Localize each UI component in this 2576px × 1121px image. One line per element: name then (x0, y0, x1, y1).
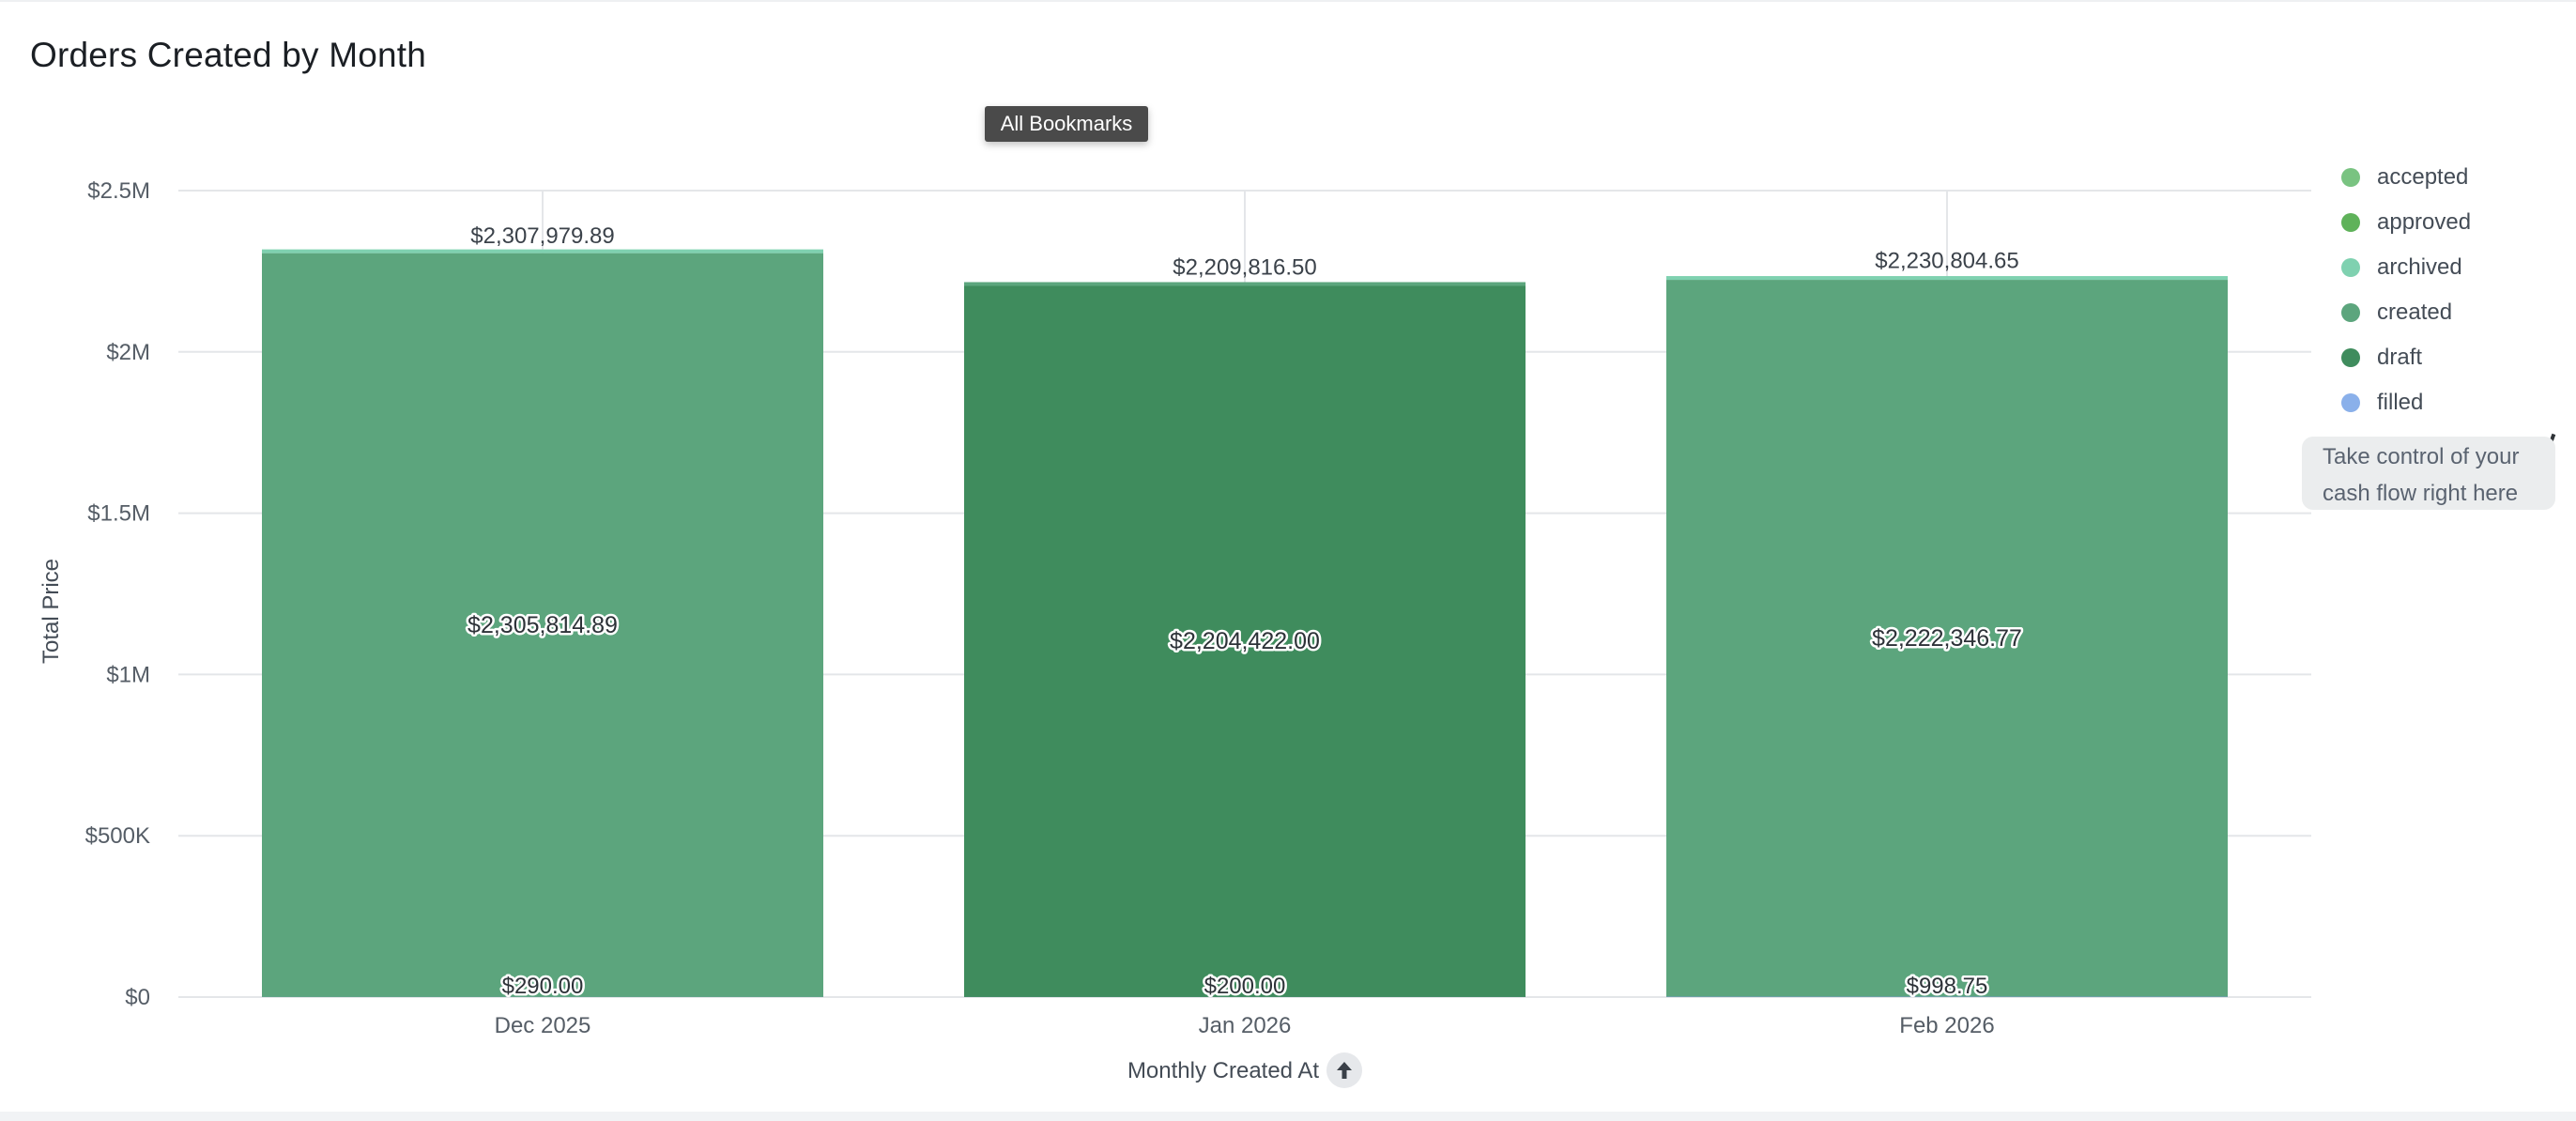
x-tick-label: Dec 2025 (495, 1013, 591, 1038)
legend-swatch (2341, 258, 2360, 277)
y-tick-label: $1M (106, 662, 150, 687)
bar-segment (1666, 280, 2228, 997)
legend-label: accepted (2377, 164, 2469, 190)
y-tick-label: $0 (125, 985, 150, 1010)
chart-title: Orders Created by Month (30, 36, 427, 74)
bar-segment (262, 253, 823, 997)
all-bookmarks-tooltip: All Bookmarks (985, 106, 1148, 142)
y-tick-label: $500K (85, 823, 150, 849)
bar-segment (964, 285, 1526, 997)
y-tick-label: $2.5M (87, 178, 150, 204)
y-axis-title: Total Price (38, 559, 64, 664)
segment-label: $2,305,814.89 (468, 612, 618, 638)
legend-label: archived (2377, 254, 2462, 280)
legend-swatch (2341, 348, 2360, 367)
legend-swatch (2341, 213, 2360, 232)
x-tick-label: Feb 2026 (1899, 1013, 1994, 1038)
legend-item-archived[interactable]: archived (2341, 245, 2471, 290)
arrow-up-icon (1337, 1062, 1352, 1079)
bar-segment (964, 282, 1526, 286)
cashflow-tooltip: Take control of your cash flow right her… (2302, 437, 2555, 510)
x-tick-label: Jan 2026 (1199, 1013, 1292, 1038)
y-tick-label: $1.5M (87, 501, 150, 527)
legend-label: draft (2377, 345, 2423, 370)
legend-swatch (2341, 303, 2360, 322)
bottom-segment-label: $998.75 (1907, 974, 1988, 999)
legend-label: created (2377, 299, 2453, 325)
total-label: $2,230,804.65 (1875, 248, 2018, 273)
bottom-segment-label: $290.00 (502, 974, 584, 999)
legend-item-created[interactable]: created (2341, 290, 2471, 335)
legend-swatch (2341, 168, 2360, 187)
card-bottom-border (0, 1112, 2576, 1121)
sort-button[interactable] (1326, 1052, 1362, 1088)
total-label: $2,209,816.50 (1173, 255, 1316, 281)
legend-item-accepted[interactable]: accepted (2341, 155, 2471, 200)
bar-segment (1666, 276, 2228, 281)
x-axis-title: Monthly Created At (1127, 1058, 1319, 1083)
legend-label: approved (2377, 209, 2472, 235)
y-tick-label: $2M (106, 340, 150, 365)
legend-swatch (2341, 393, 2360, 412)
segment-label: $2,222,346.77 (1872, 625, 2022, 652)
legend-item-filled[interactable]: filled (2341, 380, 2471, 425)
bar-segment (262, 249, 823, 253)
total-label: $2,307,979.89 (470, 223, 614, 249)
cashflow-tooltip-line-1: Take control of your (2323, 444, 2520, 469)
cashflow-tooltip-line-2: cash flow right here (2323, 481, 2519, 506)
legend-label: filled (2377, 390, 2424, 415)
bottom-segment-label: $200.00 (1204, 974, 1286, 999)
segment-label: $2,204,422.00 (1170, 628, 1320, 654)
legend-item-draft[interactable]: draft (2341, 335, 2471, 380)
legend-item-approved[interactable]: approved (2341, 200, 2471, 245)
